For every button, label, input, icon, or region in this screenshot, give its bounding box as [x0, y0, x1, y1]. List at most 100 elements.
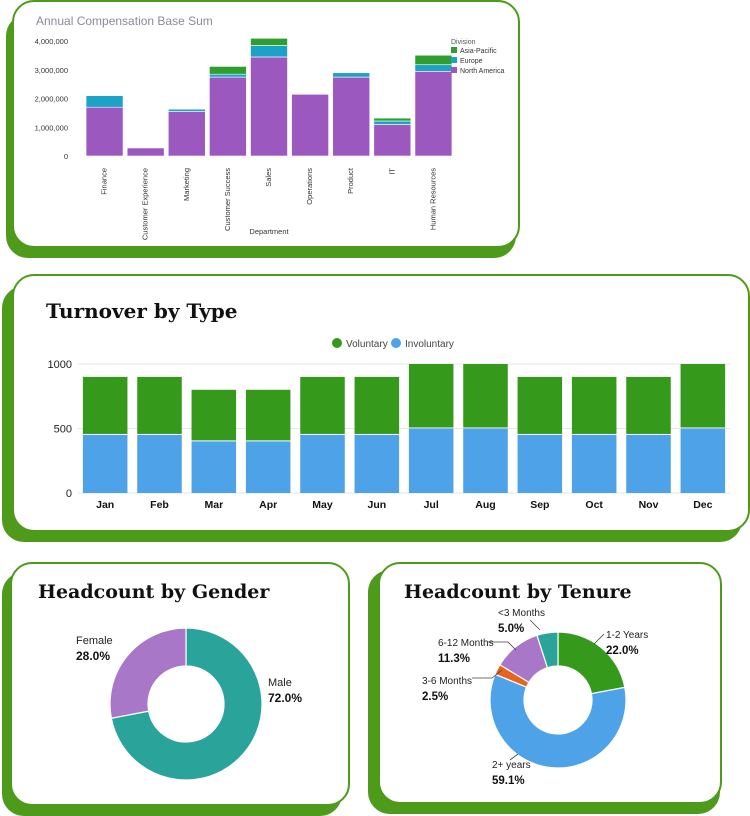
x-tick-label: Sep [530, 499, 549, 511]
x-axis-label: Department [249, 227, 289, 236]
bar-europe-customer-success [209, 73, 247, 78]
y-tick-label: 2,000,000 [35, 95, 68, 104]
legend-swatch [451, 67, 457, 73]
slice-value-label: 5.0% [498, 623, 524, 635]
bar-voluntary-jan [82, 376, 128, 434]
bar-voluntary-oct [571, 376, 617, 434]
compensation-chart: Annual Compensation Base Sum 0 1,000,000 2,… [35, 14, 505, 240]
chart-title: Annual Compensation Base Sum [36, 14, 213, 28]
bar-involuntary-sep [517, 434, 563, 493]
turnover-chart: Turnover by Type Voluntary Involuntary 0 500… [46, 299, 730, 511]
y-tick-label: 1,000,000 [35, 123, 68, 132]
x-tick-label: Feb [150, 499, 169, 511]
bar-involuntary-jan [82, 434, 128, 493]
legend-label: Europe [460, 58, 483, 65]
x-tick-label: Aug [475, 499, 495, 511]
x-tick-label: Customer Success [223, 168, 232, 231]
slice-value-label: 28.0% [76, 649, 110, 663]
bar-europe-finance [85, 95, 124, 108]
y-tick-label: 500 [54, 424, 72, 436]
leader-line [472, 669, 503, 679]
y-tick-label: 4,000,000 [35, 37, 68, 46]
bar-asia-pacific-sales [250, 38, 288, 46]
x-tick-label: Marketing [182, 168, 191, 201]
bar-asia-pacific-human-resources [414, 54, 453, 66]
bar-voluntary-sep [517, 376, 563, 434]
tenure-card-wrap: Headcount by Tenure 1-2 Years 22.0% 2+ year… [368, 560, 750, 816]
legend-title: Division [451, 39, 476, 46]
slice-2-years [489, 673, 627, 769]
chart-title: Headcount by Gender [38, 581, 270, 603]
slice-name: Female [76, 635, 113, 647]
slice-value-label: 2.5% [422, 691, 448, 703]
bar-north-america-sales [250, 56, 288, 157]
gender-card: Headcount by Gender Female 28.0% Male 72.0% [10, 562, 350, 806]
bar-voluntary-dec [680, 364, 726, 428]
chart-title: Turnover by Type [46, 299, 237, 323]
bar-europe-human-resources [414, 64, 453, 72]
bar-voluntary-jun [354, 376, 400, 434]
leader-line [529, 619, 541, 631]
bar-involuntary-dec [680, 428, 726, 493]
bar-involuntary-jun [354, 434, 400, 493]
bar-europe-sales [250, 45, 288, 58]
y-tick-label: 0 [66, 488, 72, 500]
bar-voluntary-jul [408, 364, 454, 428]
bar-north-america-it [373, 124, 412, 157]
x-tick-label: Customer Experience [141, 168, 150, 240]
slice-value-label: 11.3% [438, 653, 470, 665]
x-tick-label: Jun [367, 499, 386, 511]
bar-voluntary-nov [626, 376, 671, 434]
bar-north-america-product [332, 76, 371, 157]
slice-name: 6-12 Months [438, 638, 494, 649]
bar-europe-marketing [167, 108, 206, 112]
slice-value-label: 59.1% [492, 775, 525, 787]
x-tick-label: Nov [639, 499, 659, 511]
slice-name: 2+ years [492, 760, 531, 771]
y-tick-label: 0 [64, 152, 68, 161]
slice-name: 1-2 Years [606, 630, 648, 641]
x-tick-label: Dec [693, 499, 712, 511]
bar-europe-product [332, 72, 371, 78]
x-tick-label: May [312, 499, 333, 511]
tenure-chart: Headcount by Tenure 1-2 Years 22.0% 2+ year… [404, 581, 648, 787]
bar-involuntary-may [300, 434, 345, 493]
slice--3-months [536, 631, 559, 669]
legend-swatch [332, 338, 342, 348]
x-tick-label: Product [346, 167, 355, 194]
bar-voluntary-may [300, 376, 345, 434]
bar-voluntary-mar [191, 389, 237, 441]
bar-north-america-finance [85, 106, 124, 157]
legend-swatch [451, 57, 457, 63]
x-tick-label: Oct [585, 499, 603, 511]
slice-value-label: 22.0% [606, 645, 639, 657]
y-tick-label: 3,000,000 [35, 66, 68, 75]
bar-north-america-customer-success [209, 76, 247, 157]
legend-label: Voluntary [346, 339, 388, 350]
bar-asia-pacific-customer-success [209, 66, 247, 75]
gender-card-wrap: Headcount by Gender Female 28.0% Male 72.0% [0, 560, 352, 816]
bar-north-america-human-resources [414, 71, 453, 157]
slice-name: 3-6 Months [422, 676, 472, 687]
legend-swatch [451, 47, 457, 53]
x-tick-label: Mar [204, 499, 223, 511]
legend-label: North America [460, 68, 504, 75]
bar-north-america-marketing [167, 111, 206, 157]
x-tick-label: Jan [96, 499, 114, 511]
slice-female [109, 627, 187, 719]
bar-voluntary-apr [245, 389, 291, 441]
y-tick-label: 1000 [48, 359, 72, 371]
bar-voluntary-aug [463, 364, 508, 428]
slice-name: Male [268, 677, 292, 689]
slice-name: <3 Months [498, 608, 545, 619]
bar-north-america-customer-experience [126, 147, 165, 157]
bar-involuntary-jul [408, 428, 454, 493]
legend-swatch [391, 338, 401, 348]
slice-value-label: 72.0% [268, 691, 302, 705]
slice-male [110, 627, 263, 781]
bar-north-america-operations [291, 93, 329, 157]
bar-involuntary-apr [245, 441, 291, 493]
slice-1-2-years [557, 631, 626, 695]
bar-europe-it [373, 120, 412, 125]
legend-label: Asia-Pacific [460, 48, 497, 55]
